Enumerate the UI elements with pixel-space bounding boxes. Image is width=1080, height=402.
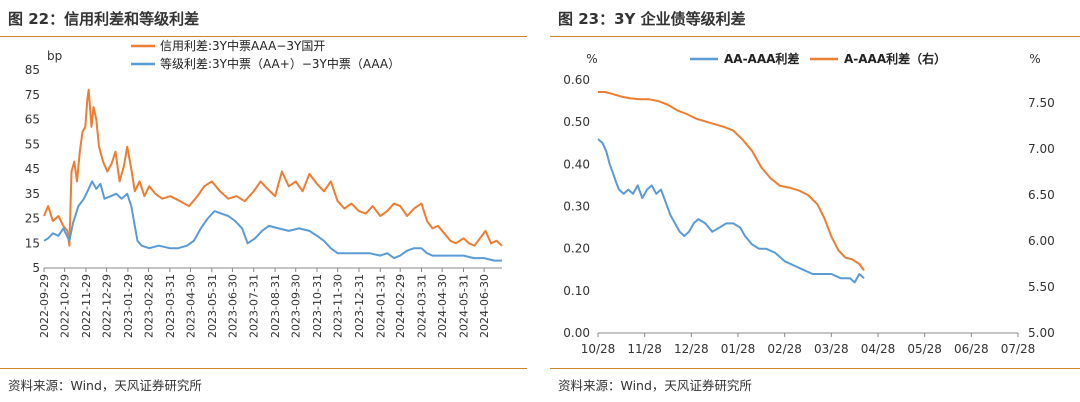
- left-x-tick-label: 2023-01-29: [122, 274, 135, 338]
- left-x-tick-label: 2023-10-31: [311, 274, 324, 338]
- right-y-tick-label-left: 0.00: [563, 326, 590, 340]
- left-x-tick-label: 2022-10-29: [59, 274, 72, 338]
- left-y-tick-label: 25: [25, 212, 40, 226]
- right-y-tick-label-right: 7.00: [1028, 142, 1055, 156]
- right-y-tick-label-left: 0.40: [563, 157, 590, 171]
- right-x-tick-label: 02/28: [767, 342, 802, 356]
- left-x-tick-label: 2023-06-30: [226, 274, 239, 338]
- left-x-tick-label: 2023-12-31: [353, 274, 366, 338]
- left-x-tick-label: 2022-12-29: [101, 274, 114, 338]
- right-chart-title: 图 23：3Y 企业债等级利差: [558, 10, 746, 28]
- right-title-divider: [550, 36, 1080, 37]
- left-x-tick-label: 2024-04-30: [436, 274, 449, 338]
- right-x-tick-label: 12/28: [674, 342, 709, 356]
- left-y-tick-label: 15: [25, 236, 40, 250]
- right-x-tick-label: 05/28: [907, 342, 942, 356]
- right-series-line-1: [597, 138, 865, 284]
- right-y-tick-label-left: 0.10: [563, 284, 590, 298]
- left-x-tick-label: 2023-11-30: [332, 274, 345, 338]
- left-chart-source: 资料来源：Wind，天风证券研究所: [8, 378, 202, 393]
- left-x-tick-label: 2023-07-31: [248, 274, 261, 338]
- right-chart-source: 资料来源：Wind，天风证券研究所: [558, 378, 752, 393]
- right-y-tick-label-left: 0.60: [563, 73, 590, 87]
- left-y-tick-label: 75: [25, 88, 40, 102]
- right-y-tick-label-left: 0.20: [563, 242, 590, 256]
- left-series-line-1: [43, 88, 503, 247]
- right-y-axis-label-left: %: [586, 52, 597, 66]
- left-y-tick-label: 5: [32, 261, 40, 275]
- right-legend-label-1: AA-AAA利差: [724, 51, 799, 66]
- left-series-line-2: [43, 180, 502, 262]
- right-y-tick-label-right: 7.50: [1028, 96, 1055, 110]
- right-series-line-2: [598, 91, 865, 271]
- left-x-tick-label: 2023-02-28: [143, 274, 156, 338]
- right-chart-svg: % % 0.00 0.10 0.20 0.30 0.40 0.50 0.60 5.00 5.50 6.…: [563, 51, 1055, 356]
- left-y-tick-label: 45: [25, 162, 40, 176]
- left-x-tick-label: 2023-03-31: [164, 274, 177, 338]
- right-y-tick-label-left: 0.30: [563, 200, 590, 214]
- left-x-tick-label: 2023-04-30: [184, 274, 197, 338]
- left-x-tick-label: 2022-09-29: [38, 274, 51, 338]
- right-y-tick-label-right: 6.50: [1028, 188, 1055, 202]
- left-legend-label-2: 等级利差:3Y中票（AA+）−3Y中票（AAA）: [160, 56, 400, 71]
- left-x-tick-label: 2024-01-31: [374, 274, 387, 338]
- right-y-axis-label-right: %: [1029, 52, 1040, 66]
- left-y-tick-label: 55: [25, 137, 40, 151]
- right-x-tick-label: 10/28: [581, 342, 616, 356]
- right-x-tick-label: 01/28: [721, 342, 756, 356]
- left-x-tick-label: 2023-08-31: [269, 274, 282, 338]
- right-chart-panel: 图 23：3Y 企业债等级利差 %% 0.00 0.10 0.20 0.30 0.40 0.…: [550, 0, 1080, 402]
- left-y-tick-label: 85: [25, 63, 40, 77]
- left-chart-title: 图 22：信用利差和等级利差: [8, 10, 200, 28]
- left-x-tick-label: 2023-05-31: [206, 274, 219, 338]
- right-x-tick-label: 06/28: [954, 342, 989, 356]
- right-y-tick-label-left: 0.50: [563, 115, 590, 129]
- right-legend-label-2: A-AAA利差（右）: [844, 51, 946, 66]
- right-y-tick-label-right: 5.00: [1028, 326, 1055, 340]
- left-title-divider: [0, 36, 527, 37]
- left-chart-panel: 图 22：信用利差和等级利差 bp 5 15 25 35 45 55 65 75 85 2022-0…: [0, 0, 527, 402]
- right-bottom-divider: [550, 368, 1080, 369]
- left-legend-label-1: 信用利差:3Y中票AAA−3Y国开: [160, 38, 325, 53]
- left-bottom-divider: [0, 368, 527, 369]
- right-x-tick-label: 11/28: [627, 342, 662, 356]
- left-x-tick-label: 2023-09-30: [290, 274, 303, 338]
- left-x-tick-label: 2024-06-30: [478, 274, 491, 338]
- left-x-tick-label: 2024-05-31: [457, 274, 470, 338]
- left-x-tick-label: 2022-11-29: [80, 274, 93, 338]
- left-y-tick-label: 65: [25, 113, 40, 127]
- right-y-tick-label-right: 6.00: [1028, 234, 1055, 248]
- left-x-tick-label: 2024-02-29: [394, 274, 407, 338]
- left-y-axis-label: bp: [47, 49, 62, 63]
- left-x-tick-label: 2024-03-31: [416, 274, 429, 338]
- right-x-tick-label: 07/28: [1001, 342, 1036, 356]
- right-x-tick-label: 04/28: [861, 342, 896, 356]
- right-y-tick-label-right: 5.50: [1028, 280, 1055, 294]
- right-x-tick-label: 03/28: [814, 342, 849, 356]
- left-chart-svg: bp 5 15 25 35 45 55 65 75 85 2022-09-29 2022-10-29 2…: [25, 38, 503, 338]
- left-y-tick-label: 35: [25, 187, 40, 201]
